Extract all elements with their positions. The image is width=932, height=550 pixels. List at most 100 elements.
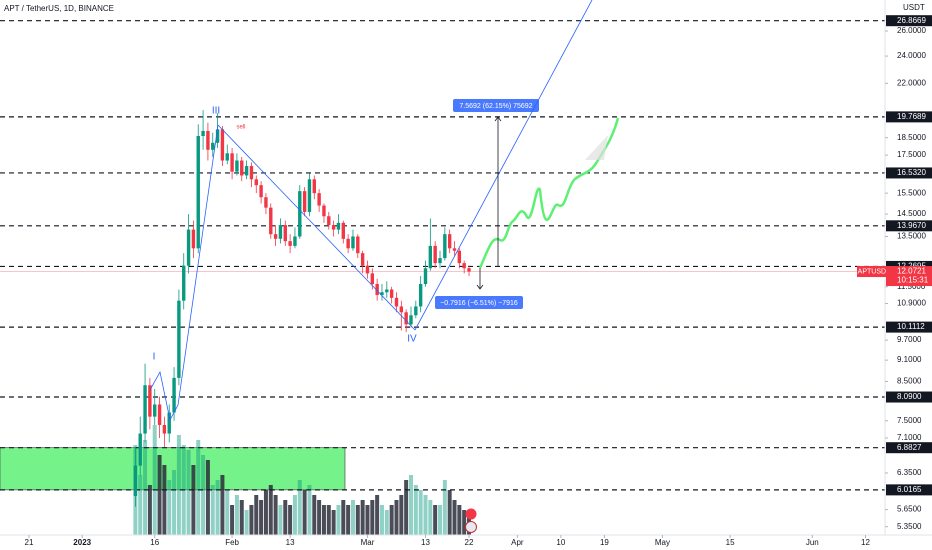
candle-body bbox=[259, 185, 263, 198]
trend-line bbox=[414, 0, 593, 331]
level-label-box bbox=[886, 15, 932, 27]
candle-body bbox=[211, 142, 215, 150]
trend-line bbox=[217, 124, 416, 331]
candle-body bbox=[389, 289, 394, 298]
signal-label: sell bbox=[236, 125, 245, 131]
volume-bar bbox=[220, 475, 225, 535]
volume-bar bbox=[201, 455, 206, 535]
candle-body bbox=[312, 179, 316, 194]
volume-bar bbox=[196, 440, 201, 535]
candle-body bbox=[438, 258, 442, 264]
y-tick-label: 24.0000 bbox=[897, 51, 926, 60]
volume-bar bbox=[457, 505, 462, 535]
x-tick-label: 19 bbox=[600, 538, 609, 547]
volume-bar bbox=[191, 465, 196, 535]
volume-bar bbox=[370, 500, 375, 535]
candle-body bbox=[298, 191, 302, 237]
price-box bbox=[886, 266, 932, 287]
level-label: 26.8669 bbox=[897, 16, 926, 25]
y-tick-label: 9.7000 bbox=[897, 335, 922, 344]
event-icon[interactable] bbox=[465, 508, 477, 520]
volume-bar bbox=[263, 490, 268, 535]
candle-body bbox=[249, 166, 254, 180]
candle-body bbox=[215, 129, 220, 143]
level-label-box bbox=[886, 321, 932, 333]
candle-body bbox=[428, 245, 433, 269]
x-tick-label: Feb bbox=[225, 538, 239, 547]
countdown-label: 10:15:31 bbox=[897, 276, 929, 285]
event-icon[interactable] bbox=[465, 521, 477, 533]
measure-box bbox=[453, 99, 539, 112]
currency-label: USDT bbox=[903, 3, 925, 12]
candle-body bbox=[220, 129, 225, 161]
candle-body bbox=[201, 130, 205, 136]
y-tick-label: 9.1000 bbox=[897, 355, 922, 364]
axis-layer: 26.0000 24.0000 22.0000 18.5000 17.5000 15.50… bbox=[25, 15, 932, 547]
candle-body bbox=[283, 225, 287, 242]
x-tick-label: 12 bbox=[861, 538, 870, 547]
volume-bar bbox=[230, 505, 235, 535]
level-label: 19.7689 bbox=[897, 112, 926, 121]
volume-bar bbox=[147, 485, 152, 535]
candle-body bbox=[399, 306, 404, 313]
volume-bar bbox=[413, 485, 418, 535]
symbol-box bbox=[857, 266, 892, 278]
volume-bar bbox=[244, 510, 249, 535]
candle-body bbox=[467, 268, 471, 272]
candle-body bbox=[409, 315, 413, 325]
candle-body bbox=[235, 160, 239, 172]
candle-body bbox=[225, 153, 229, 161]
volume-bar bbox=[138, 475, 143, 535]
level-label-box bbox=[886, 111, 932, 123]
x-tick-label: Mar bbox=[361, 538, 375, 547]
candle-body bbox=[365, 265, 370, 274]
volume-bar bbox=[210, 485, 215, 535]
candle-body bbox=[143, 385, 147, 434]
volume-bar bbox=[428, 500, 433, 535]
volume-bar bbox=[254, 495, 259, 535]
volume-bar bbox=[317, 500, 322, 535]
candle-body bbox=[433, 245, 437, 264]
candle-body bbox=[341, 222, 345, 239]
x-tick-label: 10 bbox=[556, 538, 565, 547]
volume-bar bbox=[297, 480, 302, 535]
candle-body bbox=[385, 289, 389, 293]
level-label-box bbox=[886, 442, 932, 454]
level-label: 8.0900 bbox=[897, 392, 922, 401]
zone bbox=[0, 447, 346, 491]
y-tick-label: 7.5000 bbox=[897, 416, 922, 425]
candle-body bbox=[346, 238, 350, 249]
volume-bar bbox=[452, 500, 457, 535]
volume-bar bbox=[346, 505, 351, 535]
candle-body bbox=[133, 465, 138, 497]
candle-body bbox=[423, 268, 428, 285]
volume-bar bbox=[321, 505, 326, 535]
candle-body bbox=[404, 312, 408, 325]
volume-bar bbox=[234, 495, 239, 535]
x-tick-label: 15 bbox=[726, 538, 735, 547]
volume-bar bbox=[350, 500, 355, 535]
volume-bar bbox=[268, 485, 273, 535]
volume-bar bbox=[408, 475, 413, 535]
candle-body bbox=[288, 241, 292, 246]
chart-title: APT / TetherUS, 1D, BINANCE bbox=[4, 4, 114, 13]
candle-body bbox=[182, 265, 186, 301]
x-tick-label: 21 bbox=[25, 538, 34, 547]
volume-bar bbox=[312, 495, 317, 535]
candle-body bbox=[264, 197, 268, 208]
y-tick-label: 17.5000 bbox=[897, 150, 926, 159]
volume-bar bbox=[399, 495, 404, 535]
candle-body bbox=[307, 179, 312, 212]
volume-bar bbox=[302, 490, 307, 535]
price-label: 12.0721 bbox=[897, 267, 926, 276]
volume-bar bbox=[259, 500, 264, 535]
candle-body bbox=[317, 193, 321, 206]
y-tick-label: 10.9000 bbox=[897, 299, 926, 308]
volume-bar bbox=[278, 505, 283, 535]
candle-body bbox=[162, 424, 167, 434]
candle-body bbox=[336, 222, 341, 230]
candle-body bbox=[177, 300, 181, 378]
candle-body bbox=[394, 297, 399, 307]
volume-bar bbox=[288, 505, 293, 535]
volume-bar bbox=[360, 500, 365, 535]
